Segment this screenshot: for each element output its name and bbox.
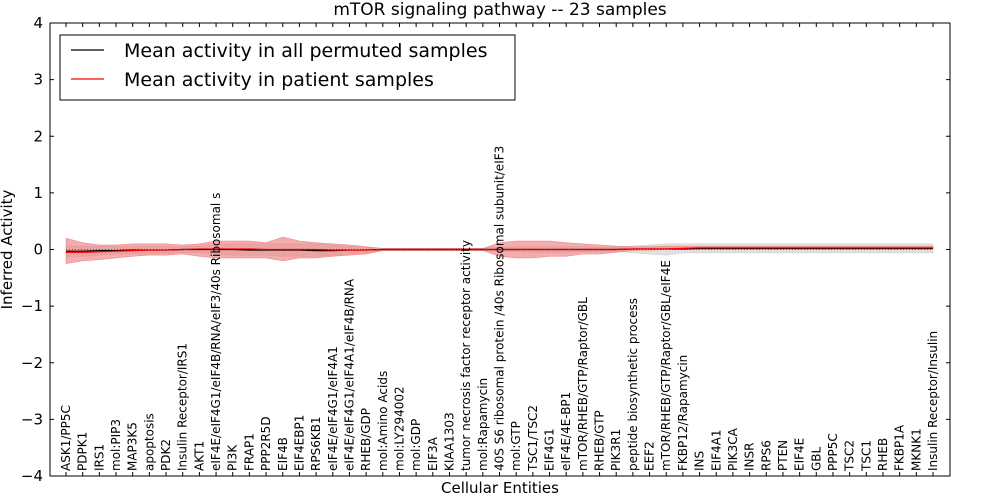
legend: Mean activity in all permuted samples Me… [59,34,516,101]
y-axis-label: Inferred Activity [0,189,16,309]
x-tick-label: MAP3K5 [126,422,140,471]
x-tick-label: PDPK1 [76,432,90,471]
plot-frame [49,22,951,477]
x-tick-label: EIF3A [426,436,440,471]
y-tick-label: −4 [21,467,43,485]
x-tick-label: RPS6 [759,440,773,471]
x-tick-label: peptide biosynthetic process [626,298,640,471]
x-tick-label: mTOR/RHEB/GTP/Raptor/GBL/eIF4E [659,260,673,471]
x-tick-label: INSR [743,443,757,471]
x-tick-label: mol:LY294002 [392,386,406,471]
x-tick-label: mol:PIP3 [109,419,123,471]
x-tick-label: eIF4E/eIF4G1/eIF4B/RNA/eIF3/40s Ribosoma… [209,193,223,471]
y-tick-label: −3 [21,410,43,428]
x-tick-label: EEF2 [643,441,657,471]
x-tick-label: tumor necrosis factor receptor activity [459,240,473,471]
y-tick-label: 2 [33,127,43,145]
y-tick-label: −1 [21,297,43,315]
x-tick-label: FKBP12/Rapamycin [676,355,690,471]
legend-box [59,34,516,101]
x-tick-label: PIK3R1 [609,429,623,471]
x-tick-label: RPS6KB1 [309,416,323,471]
x-tick-label: mol:GTP [509,421,523,471]
x-axis-label: Cellular Entities [441,479,559,497]
x-tick-label: PTEN [776,440,790,471]
x-tick-label: KIAA1303 [442,412,456,471]
x-tick-label: eIF4E/eIF4G1/eIF4A1/eIF4B/RNA [342,278,356,471]
x-tick-label: PPP2R5D [259,416,273,471]
x-tick-label: FKBP1A [893,424,907,471]
x-tick-label: ASK1/PP5C [59,405,73,471]
x-tick-label: mol:Amino Acids [376,371,390,471]
legend-label-permuted: Mean activity in all permuted samples [124,40,487,62]
x-tick-label: EIF4B [276,437,290,471]
x-tick-label: EIF4G1 [543,428,557,471]
x-tick-label: MKNK1 [909,428,923,471]
x-tick-label: EIF4EBP1 [292,415,306,471]
x-tick-label: EIF4A1 [709,429,723,471]
x-tick-label: PIK3CA [726,427,740,471]
x-tick-label: AKT1 [192,441,206,471]
x-tick-labels: ASK1/PP5C PDPK1 IRS1 mol:PIP3 MAP3K5 apoptosi… [59,146,940,472]
x-tick-label: EIF4E [793,438,807,471]
x-tick-label: mol:GDP [409,419,423,471]
x-tick-label: RHEB/GTP [593,410,607,471]
x-tick-label: GBL [809,446,823,471]
x-tick-label: TSC1 [859,440,873,472]
x-tick-label: RHEB [876,438,890,471]
x-tick-label: 40S S6 ribosomal protein /40s Ribosomal … [493,146,507,471]
x-tick-label: TSC1/TSC2 [526,405,540,472]
y-tick-label: 4 [33,14,43,32]
x-tick-label: eIF4E/4E-BP1 [559,392,573,471]
y-tick-label: 1 [33,184,43,202]
x-tick-label: PPP5C [826,433,840,471]
legend-label-patient: Mean activity in patient samples [124,69,434,91]
band-series-1 [65,236,934,264]
x-tick-label: PI3K [226,444,240,471]
y-tick-labels: 4 3 2 1 0 −1 −2 −3 −4 [21,14,43,485]
series-lines [66,247,933,253]
x-tick-label: apoptosis [142,413,156,471]
y-tick-label: −2 [21,354,43,372]
line-series-1 [66,247,933,253]
y-tick-label: 3 [33,71,43,89]
x-tick-label: PDK2 [159,439,173,471]
x-tick-label: RHEB/GDP [359,408,373,471]
x-tick-label: INS [693,451,707,471]
x-tick-label: FRAP1 [242,433,256,471]
x-tick-label: mTOR/RHEB/GTP/Raptor/GBL [576,297,590,471]
x-tick-label: IRS1 [92,444,106,471]
y-tick-label: 0 [33,241,43,259]
x-tick-label: Insulin Receptor/IRS1 [176,343,190,471]
x-tick-label: mol:Rapamycin [476,378,490,471]
x-tick-label: eIF4E/eIF4G1/eIF4A1 [326,346,340,471]
x-tick-label: TSC2 [843,440,857,472]
x-tick-label: Insulin Receptor/Insulin [926,331,940,471]
chart-title: mTOR signaling pathway -- 23 samples [333,0,666,20]
